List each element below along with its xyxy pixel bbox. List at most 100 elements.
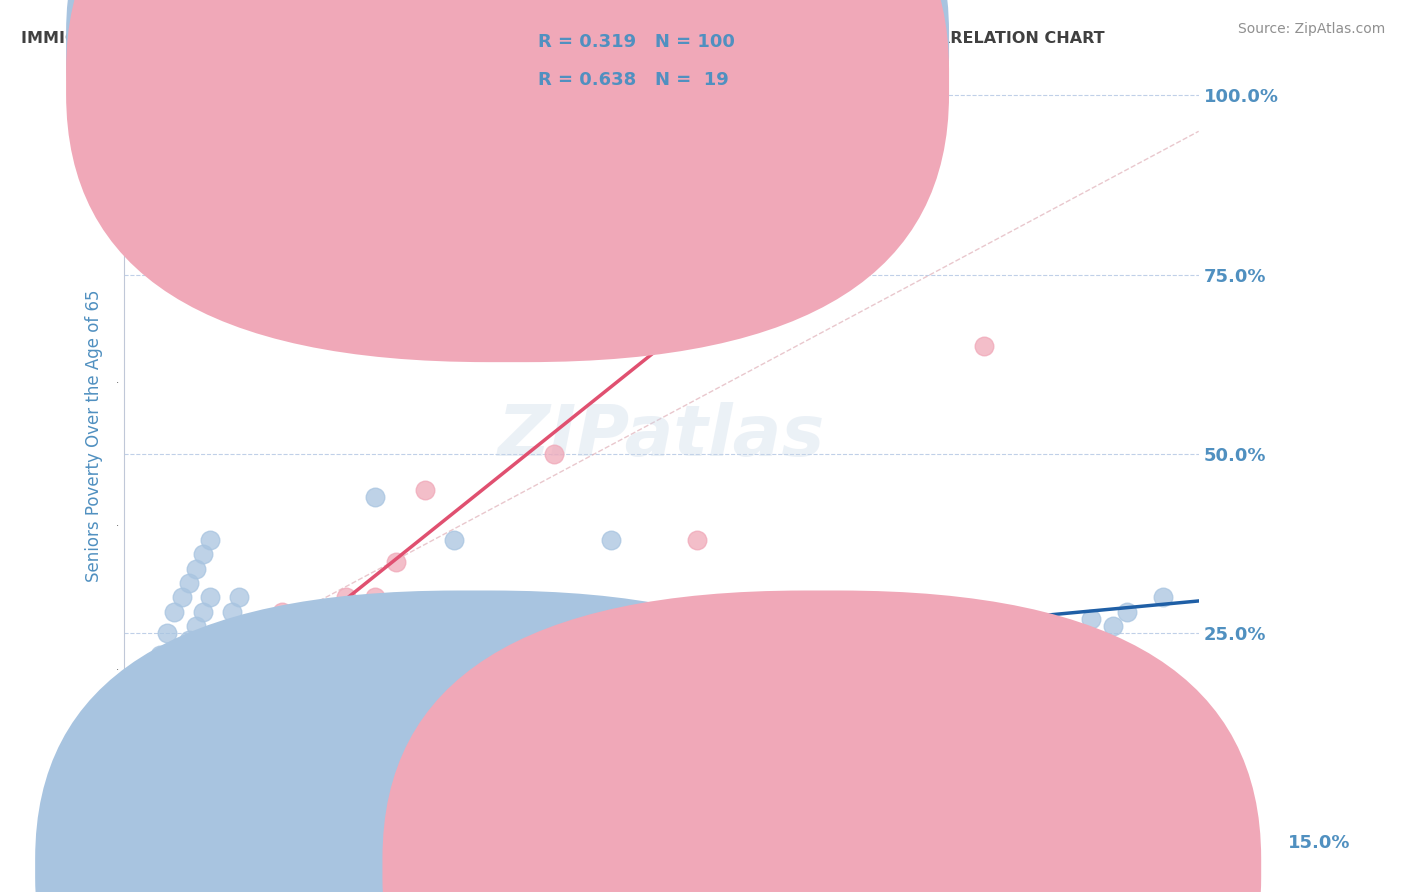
Point [429, 626, 451, 640]
Point [292, 662, 315, 676]
Point [235, 676, 257, 690]
Point [249, 719, 271, 733]
Point [1116, 605, 1139, 619]
Point [177, 576, 200, 591]
Point [457, 662, 479, 676]
Point [672, 662, 695, 676]
Point [385, 555, 408, 569]
Point [1066, 626, 1088, 640]
Point [191, 605, 214, 619]
Point [1008, 626, 1031, 640]
Text: IMMIGRANTS FROM PERU VS IMMIGRANTS FROM TURKEY SENIORS POVERTY OVER THE AGE OF 6: IMMIGRANTS FROM PERU VS IMMIGRANTS FROM … [21, 31, 1105, 46]
Text: 15.0%: 15.0% [1288, 834, 1350, 852]
Point [249, 662, 271, 676]
Point [149, 676, 172, 690]
Point [508, 626, 530, 640]
Point [221, 676, 243, 690]
Point [1080, 612, 1102, 626]
Text: Source: ZipAtlas.com: Source: ZipAtlas.com [1237, 22, 1385, 37]
Point [443, 533, 465, 547]
Point [200, 662, 222, 676]
Point [121, 719, 143, 733]
Point [184, 562, 207, 576]
Point [149, 648, 172, 662]
Point [200, 591, 222, 605]
Point [256, 648, 278, 662]
Point [156, 626, 179, 640]
Point [228, 662, 250, 676]
Point [184, 619, 207, 633]
Point [207, 648, 229, 662]
Point [307, 626, 329, 640]
Point [249, 648, 271, 662]
Point [191, 547, 214, 561]
Point [686, 533, 709, 547]
Point [328, 648, 350, 662]
Point [413, 648, 436, 662]
Point [207, 662, 229, 676]
Point [170, 648, 193, 662]
Point [959, 662, 981, 676]
Point [270, 698, 292, 712]
Point [149, 748, 172, 763]
Point [163, 719, 186, 733]
Point [364, 591, 387, 605]
Text: R = 0.319   N = 100: R = 0.319 N = 100 [538, 33, 735, 51]
Point [579, 719, 602, 733]
Point [793, 676, 815, 690]
Point [399, 662, 422, 676]
Point [772, 648, 794, 662]
Point [1045, 619, 1067, 633]
Point [191, 648, 214, 662]
Point [887, 698, 910, 712]
Point [543, 698, 565, 712]
Point [235, 648, 257, 662]
Point [163, 662, 186, 676]
Point [142, 733, 165, 747]
Point [314, 626, 336, 640]
Point [1101, 619, 1123, 633]
Point [335, 591, 357, 605]
Y-axis label: Seniors Poverty Over the Age of 65: Seniors Poverty Over the Age of 65 [86, 290, 103, 582]
Point [314, 605, 336, 619]
Point [177, 690, 200, 705]
Point [936, 676, 959, 690]
Point [135, 676, 157, 690]
Point [121, 698, 143, 712]
Point [973, 648, 995, 662]
Point [270, 605, 292, 619]
Point [163, 698, 186, 712]
Point [385, 626, 408, 640]
Point [292, 626, 315, 640]
Point [228, 591, 250, 605]
Point [285, 676, 308, 690]
Point [242, 698, 264, 712]
Point [364, 490, 387, 504]
Point [357, 676, 380, 690]
Point [543, 447, 565, 461]
Point [335, 662, 357, 676]
Point [471, 648, 494, 662]
Point [299, 648, 322, 662]
Point [815, 698, 838, 712]
Point [256, 676, 278, 690]
Point [177, 633, 200, 648]
Point [135, 698, 157, 712]
Text: 0.0%: 0.0% [62, 834, 112, 852]
Point [901, 690, 924, 705]
Point [973, 339, 995, 353]
Point [170, 591, 193, 605]
Point [263, 626, 285, 640]
Point [686, 648, 709, 662]
Text: Immigrants from Turkey: Immigrants from Turkey [844, 858, 1042, 876]
Point [170, 698, 193, 712]
Point [214, 626, 236, 640]
Point [321, 676, 343, 690]
Point [278, 648, 301, 662]
Point [628, 648, 651, 662]
Point [292, 676, 315, 690]
Point [177, 662, 200, 676]
Point [721, 719, 744, 733]
Point [142, 662, 165, 676]
Point [744, 626, 766, 640]
